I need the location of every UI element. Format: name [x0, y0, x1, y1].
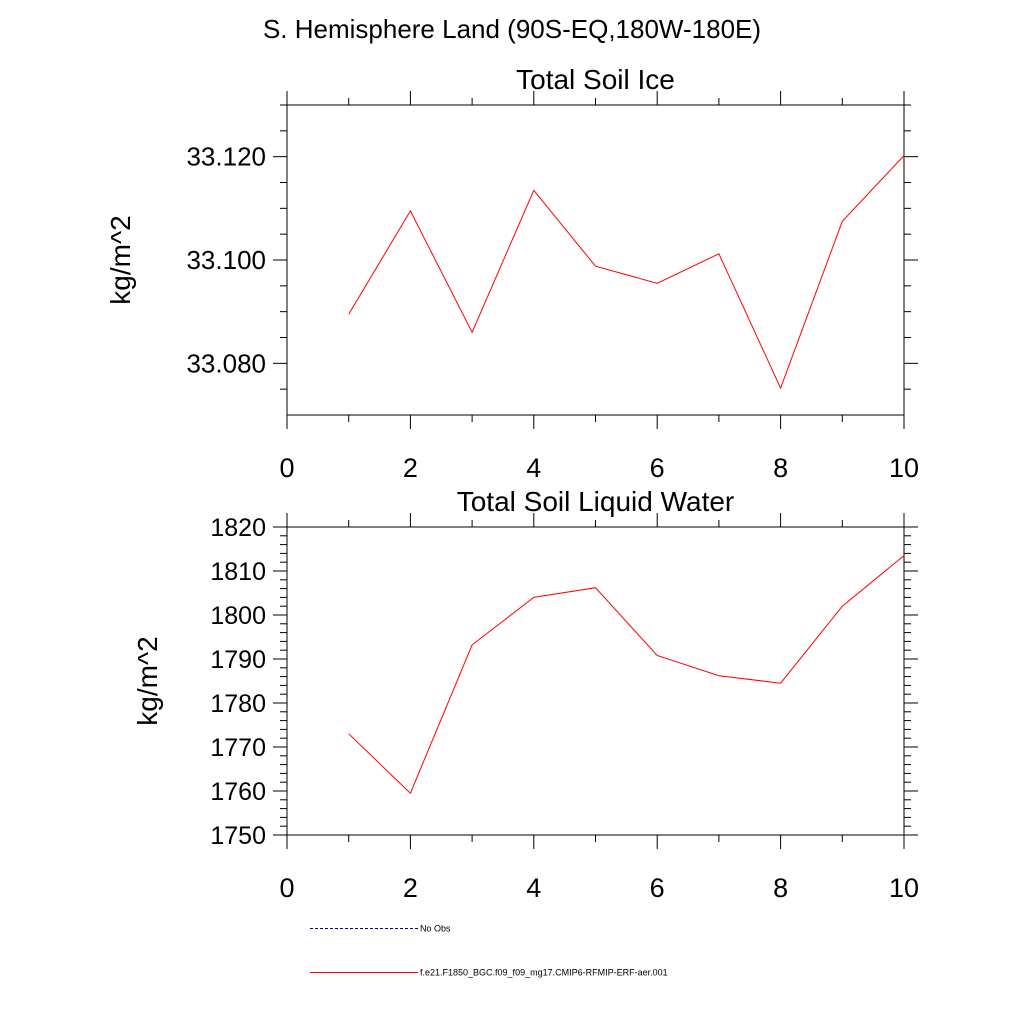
- y-tick-label: 1790: [210, 646, 266, 674]
- y-tick-label: 1810: [210, 558, 266, 586]
- y-axis-label: kg/m^2: [105, 215, 136, 304]
- legend-item-no-obs: No Obs: [310, 923, 451, 934]
- x-tick-label: 6: [650, 873, 665, 903]
- x-tick-label: 0: [279, 873, 294, 903]
- x-tick-label: 6: [650, 453, 665, 483]
- x-tick-label: 0: [279, 453, 294, 483]
- series-line: [349, 156, 904, 389]
- chart-panel-1: 0 2 4 6 8 10 33.080 33.100 33.120 Total Soil Ice k…: [105, 64, 919, 483]
- y-tick-label: 1820: [210, 514, 266, 542]
- legend-label-model-run: f.e21.F1850_BGC.f09_f09_mg17.CMIP6-RFMIP…: [420, 968, 668, 978]
- figure: S. Hemisphere Land (90S-EQ,180W-180E) 02…: [0, 0, 1024, 1024]
- y-tick-label: 1770: [210, 734, 266, 762]
- plot-frame: [287, 527, 904, 835]
- x-tick-label: 2: [403, 453, 418, 483]
- plots-canvas: 0 2 4 6 8 10 33.080 33.100 33.120 Total Soil Ice k…: [0, 0, 1024, 1024]
- y-tick-label: 1750: [210, 822, 266, 850]
- x-tick-label: 8: [773, 873, 788, 903]
- y-axis-label: kg/m^2: [132, 636, 163, 725]
- y-tick-label: 1780: [210, 690, 266, 718]
- x-tick-label: 10: [889, 453, 919, 483]
- legend-label-no-obs: No Obs: [420, 924, 451, 934]
- chart-title: Total Soil Liquid Water: [457, 486, 735, 517]
- plot-frame: [287, 105, 904, 415]
- y-tick-label: 33.120: [186, 142, 266, 172]
- chart-panel-2: 0 2 4 6 8 10 1750 1760 1770 1780 1790 1800 1810 1820 T…: [132, 486, 919, 903]
- y-tick-label: 1800: [210, 602, 266, 630]
- series-line: [349, 556, 904, 794]
- x-tick-label: 4: [526, 453, 541, 483]
- x-tick-label: 2: [403, 873, 418, 903]
- legend-sample-model-run: [310, 972, 418, 973]
- y-tick-label: 33.080: [186, 348, 266, 378]
- y-tick-label: 1760: [210, 778, 266, 806]
- y-tick-label: 33.100: [186, 245, 266, 275]
- legend-item-model-run: f.e21.F1850_BGC.f09_f09_mg17.CMIP6-RFMIP…: [310, 967, 668, 978]
- x-tick-label: 10: [889, 873, 919, 903]
- x-tick-label: 8: [773, 453, 788, 483]
- legend-sample-no-obs: [310, 928, 418, 929]
- chart-title: Total Soil Ice: [516, 64, 675, 95]
- x-tick-label: 4: [526, 873, 541, 903]
